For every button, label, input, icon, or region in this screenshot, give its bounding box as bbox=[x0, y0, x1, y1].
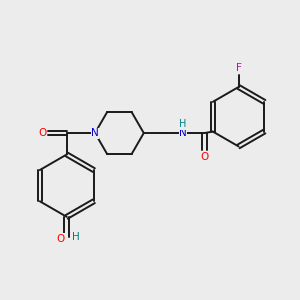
Text: N: N bbox=[179, 128, 187, 138]
Text: N: N bbox=[91, 128, 99, 138]
Text: O: O bbox=[38, 128, 46, 138]
Text: F: F bbox=[236, 63, 242, 73]
Text: H: H bbox=[179, 119, 187, 129]
Text: O: O bbox=[200, 152, 208, 162]
Text: O: O bbox=[56, 234, 64, 244]
Text: H: H bbox=[72, 232, 80, 242]
